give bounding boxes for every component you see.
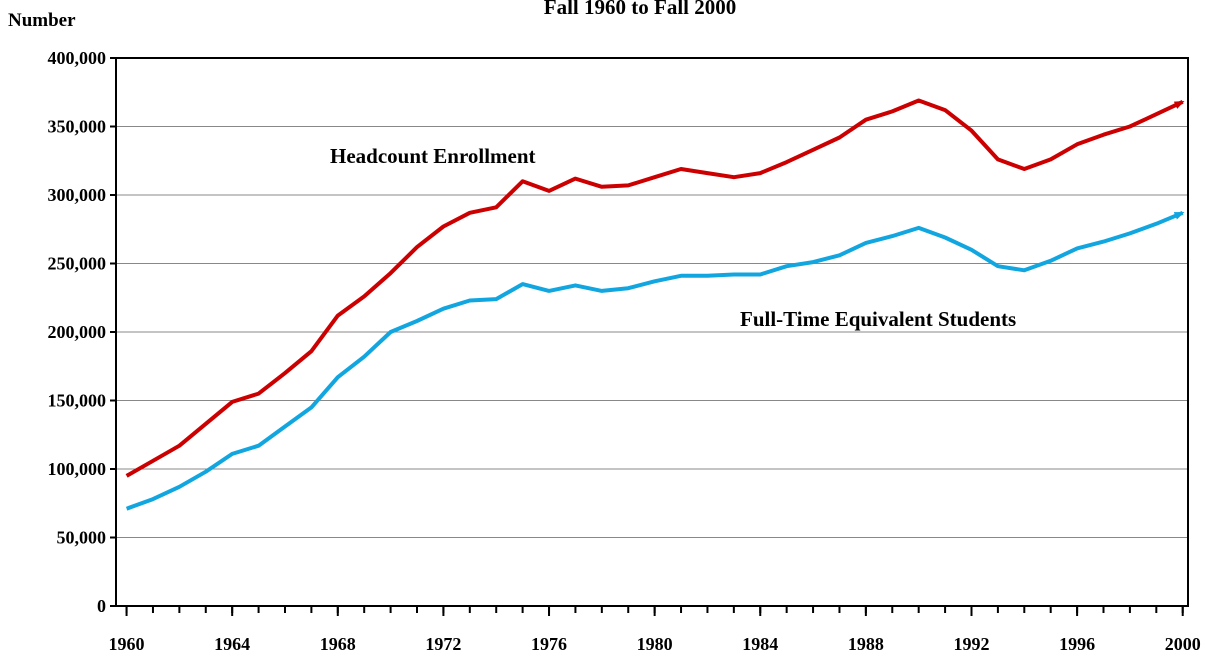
x-tick-label: 1964 — [214, 634, 250, 654]
y-tick-label: 300,000 — [48, 185, 107, 205]
x-tick-label: 2000 — [1165, 634, 1201, 654]
y-tick-label: 250,000 — [48, 254, 107, 274]
y-tick-label: 200,000 — [48, 322, 107, 342]
chart-title: Fall 1960 to Fall 2000 — [544, 0, 737, 19]
x-tick-label: 1996 — [1059, 634, 1095, 654]
x-tick-label: 1960 — [109, 634, 145, 654]
y-tick-label: 100,000 — [48, 459, 107, 479]
y-tick-label: 350,000 — [48, 117, 107, 137]
x-tick-label: 1980 — [637, 634, 673, 654]
plot-frame — [115, 57, 1189, 607]
x-tick-label: 1976 — [531, 634, 567, 654]
x-tick-label: 1988 — [848, 634, 884, 654]
x-tick-label: 1972 — [425, 634, 461, 654]
x-tick-label: 1984 — [742, 634, 778, 654]
series-label: Full-Time Equivalent Students — [740, 307, 1016, 331]
series-line — [125, 98, 1185, 478]
y-tick-label: 150,000 — [48, 391, 107, 411]
x-tick-label: 1968 — [320, 634, 356, 654]
series-line — [125, 210, 1185, 511]
y-tick-label: 0 — [97, 596, 106, 616]
y-tick-label: 400,000 — [48, 48, 107, 68]
y-tick-label: 50,000 — [57, 528, 107, 548]
y-axis-label: Number — [8, 10, 76, 31]
x-tick-label: 1992 — [953, 634, 989, 654]
series-label: Headcount Enrollment — [330, 144, 536, 168]
